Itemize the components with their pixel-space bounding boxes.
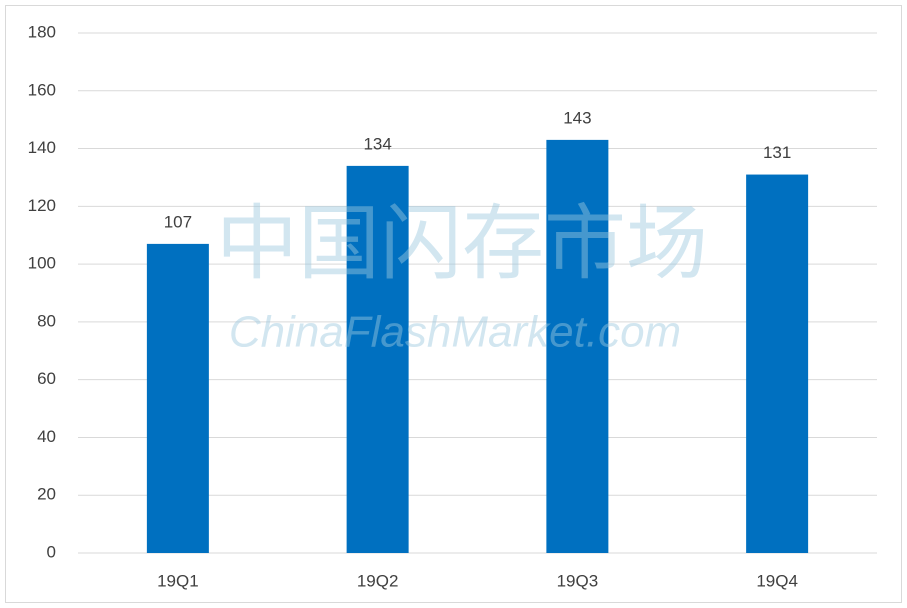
y-tick-label: 180: [28, 22, 56, 41]
y-tick-label: 140: [28, 138, 56, 157]
x-tick-label: 19Q1: [157, 571, 199, 590]
data-label: 131: [763, 143, 791, 162]
data-label: 107: [164, 212, 192, 231]
y-tick-label: 120: [28, 196, 56, 215]
watermark: 中国闪存市场 ChinaFlashMarket.com: [216, 199, 708, 357]
data-label: 143: [563, 108, 591, 127]
y-tick-label: 100: [28, 254, 56, 273]
bar: [346, 165, 409, 553]
y-tick-label: 80: [37, 311, 56, 330]
y-tick-label: 160: [28, 80, 56, 99]
grid: [78, 32, 877, 554]
x-tick-label: 19Q2: [357, 571, 399, 590]
bar: [546, 139, 609, 553]
y-tick-label: 60: [37, 369, 56, 388]
x-tick-label: 19Q3: [557, 571, 599, 590]
watermark-cn: 中国闪存市场: [216, 199, 708, 290]
data-label: 134: [363, 134, 391, 153]
x-tick-label: 19Q4: [756, 571, 798, 590]
bar: [146, 243, 209, 553]
bar: [746, 174, 809, 554]
y-tick-label: 20: [37, 485, 56, 504]
watermark-en: ChinaFlashMarket.com: [229, 308, 681, 357]
y-tick-label: 0: [47, 542, 56, 561]
y-tick-label: 40: [37, 427, 56, 446]
